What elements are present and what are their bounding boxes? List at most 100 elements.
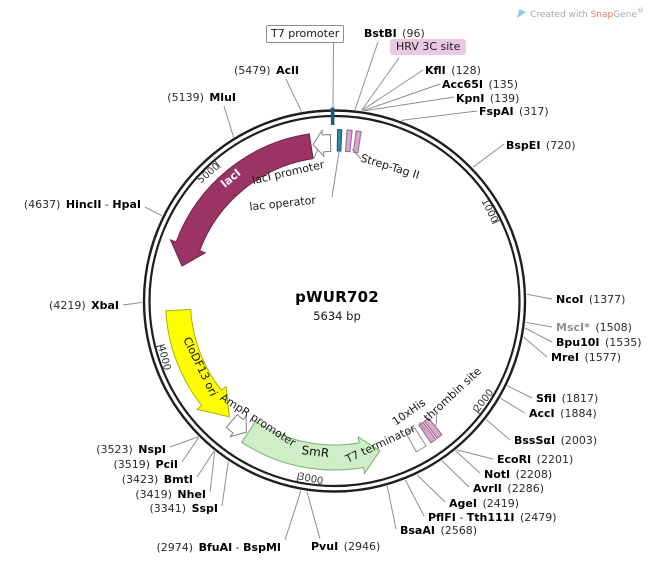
- callout-line-XbaI: [122, 301, 143, 306]
- ruler-tick-2000: [472, 408, 481, 415]
- hrv-3c-site-label: HRV 3C site: [390, 39, 467, 55]
- enzyme-label-KflI: KflI (128): [425, 64, 481, 77]
- watermark-prefix: Created with: [530, 10, 588, 20]
- callout-line-KpnI: [364, 96, 455, 112]
- t7-promoter-label: T7 promoter: [266, 25, 345, 43]
- enzyme-label-BspEI: BspEI (720): [506, 139, 576, 152]
- callout-line-NheI: [209, 451, 216, 493]
- enzyme-label-AccI: AccI (1884): [529, 407, 597, 420]
- feature-lac_operator: [336, 128, 343, 152]
- enzyme-label-MluI: (5139) MluI: [167, 91, 236, 104]
- feature-hrv_3c: [352, 130, 362, 154]
- enzyme-label-PflFI-Tth111I: PflFI - Tth111I (2479): [428, 511, 557, 524]
- callout-line-lacI_promoter: [313, 148, 319, 159]
- callout-line-EcoRI: [456, 449, 494, 460]
- callout-line-KflI: [361, 69, 424, 111]
- watermark-gene: Gene: [613, 10, 637, 20]
- callout-line-PciI: [181, 437, 200, 463]
- feature-label-lac_operator: lac operator: [249, 194, 317, 214]
- watermark-text: Created with SnapGene®: [530, 7, 644, 20]
- callout-line-BsaAI: [386, 486, 397, 530]
- feature-label-strep_tag: Strep-Tag II: [359, 152, 421, 182]
- callout-line-NotI: [455, 450, 481, 474]
- callout-line-SspI: [221, 461, 229, 507]
- callout-line-strep_tag: [351, 148, 362, 160]
- enzyme-label-AvrII: AvrII (2286): [473, 482, 544, 495]
- callout-line-MreI: [523, 336, 548, 358]
- feature-t7_promoter: [330, 107, 335, 125]
- callout-line-MluI: [223, 105, 235, 138]
- enzyme-label-Bpu10I: Bpu10I (1535): [556, 336, 642, 349]
- enzyme-label-SspI: (3341) SspI: [149, 502, 218, 515]
- feature-label-smR: SmR: [301, 443, 330, 460]
- enzyme-label-BssSαI: BssSαI (2003): [514, 434, 597, 447]
- enzyme-label-MreI: MreI (1577): [551, 351, 621, 364]
- callout-line-NspI: [169, 436, 199, 448]
- callout-line-hrv_3c: [361, 57, 400, 111]
- callout-line-thrombin: [435, 412, 438, 427]
- callout-line-FspAI: [401, 110, 478, 121]
- callout-line-Acc65I: [363, 83, 441, 112]
- enzyme-label-Acc65I: Acc65I (135): [442, 78, 518, 91]
- feature-lacI_promoter: [312, 128, 332, 158]
- callout-line-BspEI: [472, 143, 505, 168]
- callout-line-HincII-HpaI: [144, 206, 163, 217]
- callout-line-BmtI: [196, 450, 215, 478]
- feature-strep_tag: [344, 129, 353, 153]
- plasmid-title-block: pWUR702 5634 bp: [237, 288, 437, 323]
- callout-line-Bpu10I: [524, 327, 553, 343]
- feature-ampR_promoter: [225, 413, 247, 438]
- callout-line-NcoI: [526, 293, 553, 300]
- callout-line-PvuI: [306, 491, 321, 540]
- enzyme-label-HincII-HpaI: (4637) HincII - HpaI: [24, 198, 141, 211]
- callout-line-his10: [418, 421, 426, 431]
- enzyme-label-BsaAI: BsaAI (2568): [400, 524, 477, 537]
- feature-smR: [241, 420, 381, 475]
- enzyme-label-NspI: (3523) NspI: [96, 443, 166, 456]
- ruler-tick-label-3000: 3000: [297, 471, 324, 487]
- ruler-tick-1000: [491, 219, 500, 225]
- plasmid-name: pWUR702: [295, 288, 379, 306]
- callout-line-PflFI-Tth111I: [404, 479, 425, 517]
- feature-t7_terminator: [405, 427, 427, 453]
- callout-line-MscI*: [525, 321, 553, 328]
- plasmid-backbone-outer-ring: [142, 109, 527, 493]
- enzyme-label-PvuI: PvuI (2946): [311, 540, 380, 553]
- enzyme-label-XbaI: (4219) XbaI: [49, 299, 119, 312]
- callout-line-AgeI: [416, 474, 446, 503]
- enzyme-label-FspAI: FspAI (317): [479, 105, 549, 118]
- callout-line-BfuAI-BspMI: [284, 490, 302, 541]
- ruler-tick-5000: [214, 160, 221, 168]
- ruler-tick-4000: [156, 344, 165, 348]
- ruler-tick-3000: [296, 472, 300, 482]
- feature-label-thrombin: thrombin site: [421, 365, 484, 425]
- enzyme-label-BfuAI-BspMI: (2974) BfuAI - BspMI: [156, 541, 281, 554]
- enzyme-label-NheI: (3419) NheI: [135, 488, 206, 501]
- enzyme-label-AgeI: AgeI (2419): [449, 497, 519, 510]
- enzyme-label-BmtI: (3423) BmtI: [122, 473, 193, 486]
- plasmid-size: 5634 bp: [313, 309, 361, 323]
- enzyme-label-SfiI: SfiI (1817): [536, 392, 598, 405]
- callout-line-lac_operator: [331, 151, 340, 198]
- callout-line-AclI: [285, 78, 302, 112]
- enzyme-label-PciI: (3519) PciI: [113, 458, 178, 471]
- callout-line-SfiI: [507, 385, 533, 399]
- enzyme-label-KpnI: KpnI (139): [456, 92, 519, 105]
- feature-cloDF13_ori: [165, 308, 230, 418]
- callout-line-AccI: [500, 397, 526, 414]
- callout-line-AvrII: [441, 460, 470, 488]
- enzyme-label-BstBI: BstBI (96): [364, 27, 425, 40]
- snapgene-logo-icon: [517, 9, 527, 18]
- feature-thrombin: [423, 417, 443, 439]
- callout-line-BssSαI: [485, 419, 511, 441]
- enzyme-label-EcoRI: EcoRI (2201): [497, 453, 573, 466]
- feature-lacI: [169, 133, 314, 267]
- plasmid-backbone-inner-ring: [148, 114, 521, 488]
- enzyme-label-NotI: NotI (2208): [484, 468, 552, 481]
- watermark-registered: ®: [637, 7, 644, 15]
- enzyme-label-AclI: (5479) AclI: [234, 64, 299, 77]
- callout-line-BstBI: [354, 41, 379, 110]
- enzyme-label-MscI*: MscI* (1508): [556, 321, 632, 334]
